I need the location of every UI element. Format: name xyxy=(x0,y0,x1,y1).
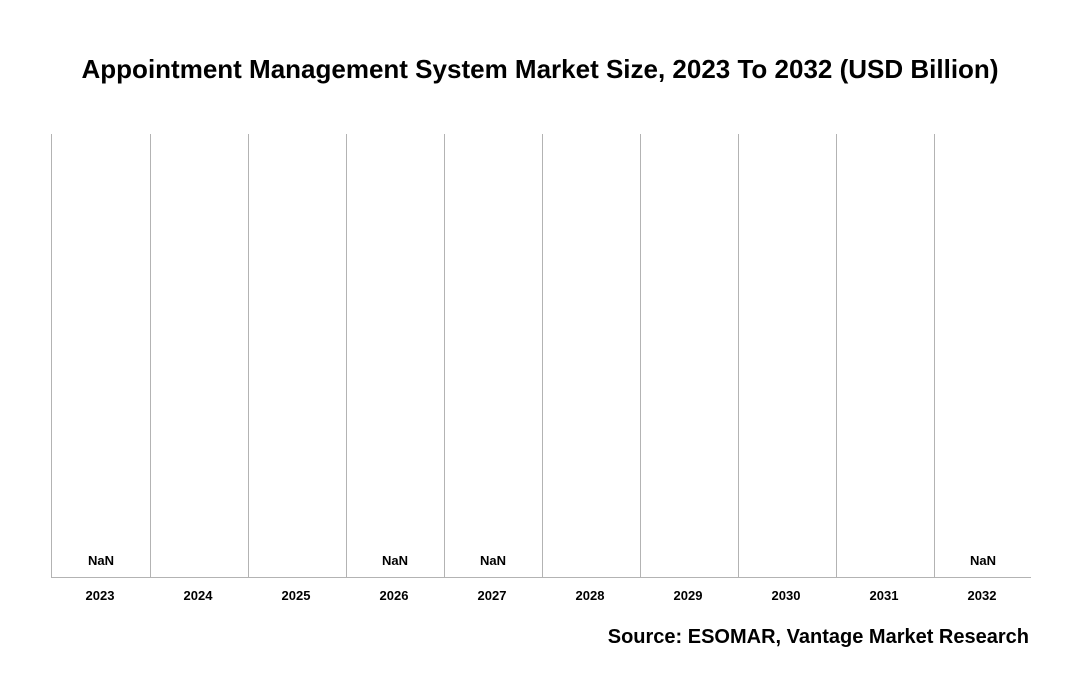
gridline xyxy=(934,134,935,577)
gridline xyxy=(738,134,739,577)
x-axis-category: 2026 xyxy=(345,588,443,603)
gridline xyxy=(542,134,543,577)
gridline xyxy=(444,134,445,577)
x-axis-category: 2027 xyxy=(443,588,541,603)
gridline xyxy=(248,134,249,577)
x-axis-category: 2028 xyxy=(541,588,639,603)
bar-value-label: NaN xyxy=(346,553,444,568)
x-axis-category: 2031 xyxy=(835,588,933,603)
x-axis-category: 2032 xyxy=(933,588,1031,603)
plot-area: NaNNaNNaNNaN xyxy=(51,134,1031,578)
gridline xyxy=(836,134,837,577)
gridline xyxy=(150,134,151,577)
x-axis-category: 2023 xyxy=(51,588,149,603)
gridline xyxy=(640,134,641,577)
bar-value-label: NaN xyxy=(444,553,542,568)
x-axis-category: 2029 xyxy=(639,588,737,603)
x-axis-category: 2024 xyxy=(149,588,247,603)
bar-value-label: NaN xyxy=(934,553,1032,568)
gridline xyxy=(346,134,347,577)
chart-title: Appointment Management System Market Siz… xyxy=(0,54,1080,85)
x-axis-category: 2030 xyxy=(737,588,835,603)
x-axis-category: 2025 xyxy=(247,588,345,603)
bar-value-label: NaN xyxy=(52,553,150,568)
chart-source: Source: ESOMAR, Vantage Market Research xyxy=(608,626,1029,649)
